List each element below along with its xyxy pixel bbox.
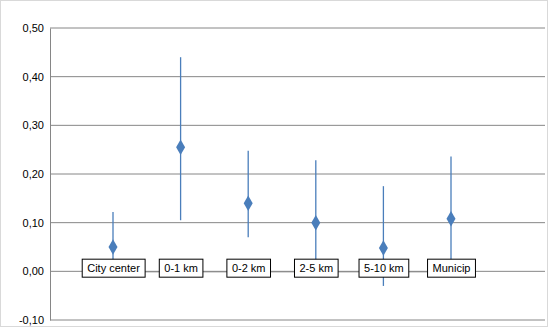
point [447,211,456,227]
x-tick-label: 0-2 km [232,262,266,274]
y-tick-label: 0,30 [23,119,44,131]
x-tick-label: 5-10 km [364,262,404,274]
y-axis: -0,10 0,00 0,10 0,20 0,30 0,40 0,50 [19,22,51,326]
x-tick: City center [82,259,145,277]
chart: -0,10 0,00 0,10 0,20 0,30 0,40 0,50 City center… [0,0,548,327]
grid-line [50,28,545,29]
y-tick: 0,00 [23,265,50,277]
x-label-box [82,259,145,277]
x-label-box [227,259,271,277]
y-tick-label: 0,50 [23,22,44,34]
x-tick: 5-10 km [359,259,409,277]
x-tick: 0-1 km [159,259,203,277]
y-tick: 0,50 [23,22,50,34]
x-tick-label: City center [87,262,140,274]
y-tick: -0,10 [19,314,50,326]
point [244,195,253,211]
y-axis-line [50,29,51,321]
error-bar [248,151,249,238]
y-tick: 0,30 [23,119,50,131]
x-tick: 0-2 km [227,259,271,277]
point [109,239,118,255]
error-bar [315,160,316,267]
grid-line [50,222,545,223]
grid-line [50,174,545,175]
x-label-box [294,259,338,277]
x-tick: 2-5 km [294,259,338,277]
y-tick-label: 0,40 [23,71,44,83]
error-bar [180,57,181,220]
y-tick: 0,10 [23,217,50,229]
x-label-box [159,259,203,277]
y-tick-label: 0,20 [23,168,44,180]
grid-line [50,320,545,321]
point [379,240,388,256]
chart-border [1,1,548,327]
x-tick-label: Municip [433,262,471,274]
point [176,139,185,155]
x-tick: Municip [428,259,476,277]
point [311,215,320,231]
y-tick-label: -0,10 [19,314,44,326]
x-axis: City center 0-1 km 0-2 km 2-5 km 5-10 km Muni… [82,259,475,277]
grid-line [50,76,545,77]
x-label-box [428,259,476,277]
y-tick-label: 0,10 [23,217,44,229]
marks [109,57,456,286]
y-tick: 0,40 [23,71,50,83]
grid [50,28,545,320]
y-tick: 0,20 [23,168,50,180]
grid-line [50,125,545,126]
error-bar [450,156,451,264]
x-tick-label: 0-1 km [164,262,198,274]
x-tick-label: 2-5 km [299,262,333,274]
x-label-box [359,259,409,277]
y-tick-label: 0,00 [23,265,44,277]
